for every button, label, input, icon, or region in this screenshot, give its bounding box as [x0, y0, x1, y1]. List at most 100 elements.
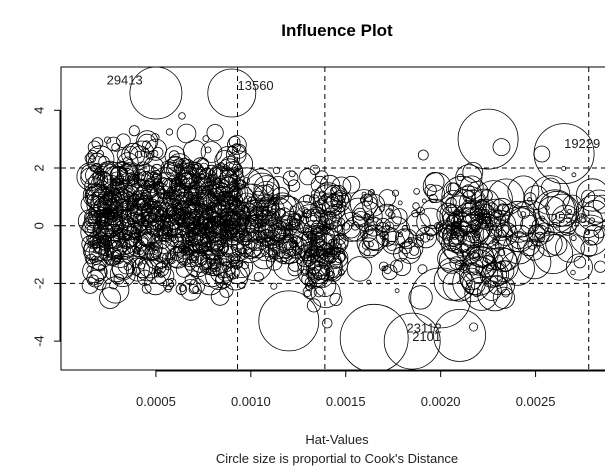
- point-marker: [116, 148, 131, 163]
- point-marker: [113, 255, 121, 263]
- point-marker: [505, 224, 534, 253]
- point-marker: [244, 172, 280, 208]
- point-marker: [119, 233, 136, 250]
- point-marker: [544, 227, 552, 235]
- point-marker: [492, 138, 511, 157]
- point-marker: [302, 209, 313, 219]
- point-marker: [199, 220, 229, 250]
- point-marker: [314, 272, 323, 281]
- point-marker: [576, 178, 605, 212]
- point-marker: [136, 130, 159, 153]
- point-marker: [388, 205, 395, 212]
- large-influence-marker: [258, 290, 320, 352]
- point-marker: [472, 252, 481, 260]
- point-marker: [106, 136, 121, 152]
- point-marker: [592, 194, 605, 214]
- point-marker: [215, 185, 226, 196]
- point-marker: [243, 195, 253, 205]
- point-marker: [582, 189, 605, 223]
- point-marker: [439, 248, 465, 274]
- point-marker: [162, 195, 171, 204]
- point-marker: [583, 229, 600, 246]
- point-marker: [391, 189, 399, 197]
- point-marker: [196, 268, 224, 296]
- point-marker: [104, 136, 112, 144]
- point-marker: [437, 257, 465, 285]
- point-marker: [210, 287, 230, 306]
- point-marker: [551, 204, 580, 234]
- point-marker: [312, 184, 344, 216]
- point-marker: [464, 276, 499, 311]
- points-layer: [76, 67, 605, 370]
- point-label: 13560: [238, 78, 274, 93]
- point-marker: [170, 188, 193, 211]
- point-marker: [309, 214, 318, 222]
- point-marker: [87, 149, 98, 160]
- point-marker: [460, 228, 500, 267]
- point-marker: [164, 198, 182, 216]
- point-marker: [322, 318, 333, 329]
- point-marker: [242, 238, 251, 247]
- point-marker: [421, 198, 427, 204]
- point-marker: [116, 133, 131, 149]
- point-marker: [134, 228, 142, 236]
- point-marker: [178, 112, 186, 120]
- point-marker: [134, 150, 143, 159]
- point-marker: [307, 266, 329, 288]
- point-marker: [238, 247, 273, 282]
- point-marker: [360, 224, 378, 242]
- point-marker: [90, 172, 117, 198]
- point-marker: [487, 275, 508, 295]
- point-marker: [298, 242, 318, 262]
- point-marker: [496, 277, 515, 296]
- point-marker: [569, 214, 605, 256]
- point-marker: [329, 292, 343, 306]
- point-marker: [110, 194, 120, 204]
- point-marker: [114, 218, 122, 226]
- point-marker: [143, 242, 172, 270]
- point-marker: [336, 212, 367, 242]
- point-marker: [111, 210, 118, 218]
- point-marker: [268, 241, 287, 260]
- point-marker: [315, 225, 324, 233]
- point-marker: [93, 246, 101, 254]
- point-marker: [498, 249, 506, 257]
- point-marker: [342, 219, 361, 239]
- point-marker: [252, 180, 280, 208]
- point-marker: [406, 211, 431, 237]
- point-marker: [310, 228, 318, 236]
- point-marker: [520, 211, 527, 218]
- large-influence-marker: [433, 308, 487, 362]
- point-marker: [325, 265, 342, 282]
- point-marker: [462, 161, 484, 183]
- point-marker: [104, 232, 128, 257]
- point-marker: [205, 253, 216, 265]
- point-marker: [302, 194, 312, 204]
- point-marker: [379, 230, 389, 241]
- point-marker: [126, 187, 135, 196]
- point-marker: [493, 221, 518, 246]
- point-marker: [180, 279, 202, 301]
- point-marker: [471, 251, 479, 259]
- point-marker: [573, 255, 587, 269]
- point-label: 23112: [407, 321, 442, 336]
- point-marker: [329, 238, 346, 255]
- point-marker: [502, 232, 535, 265]
- point-marker: [178, 164, 208, 193]
- point-marker: [311, 235, 321, 245]
- point-marker: [266, 227, 294, 254]
- point-marker: [445, 197, 457, 209]
- point-marker: [466, 262, 480, 276]
- point-marker: [570, 269, 576, 276]
- point-marker: [164, 216, 175, 228]
- point-marker: [411, 209, 419, 218]
- point-marker: [565, 253, 593, 281]
- point-marker: [487, 202, 496, 210]
- point-marker: [453, 224, 468, 238]
- point-marker: [361, 224, 389, 252]
- point-marker: [424, 171, 445, 192]
- point-marker: [211, 165, 228, 182]
- point-marker: [401, 237, 424, 260]
- point-marker: [207, 180, 215, 188]
